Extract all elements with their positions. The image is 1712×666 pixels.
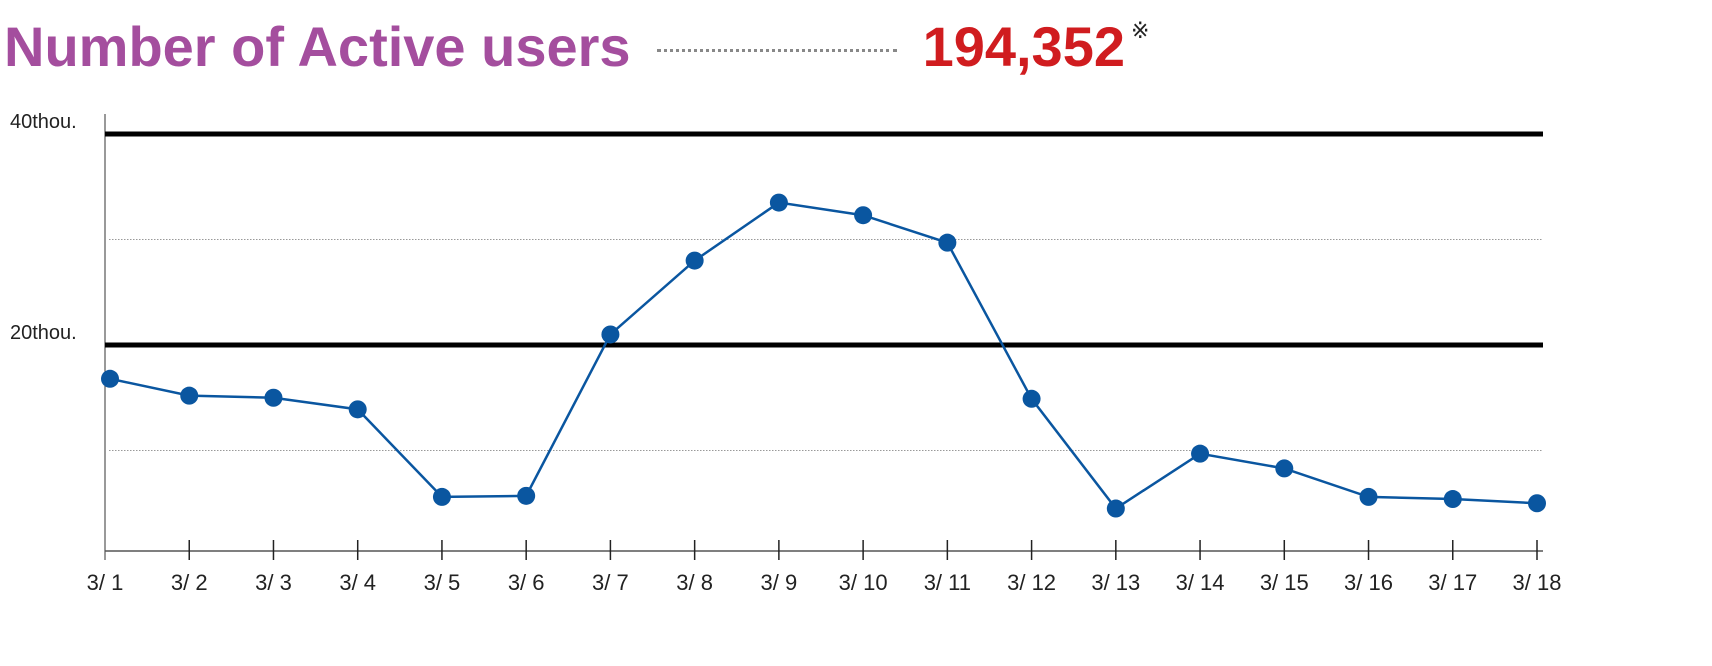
x-tick-label: 3/ 6 [508,570,545,595]
total-users-value: 194,352 [922,14,1125,78]
note-mark: ※ [1131,18,1150,43]
data-point [180,386,199,405]
series-line [109,201,1538,511]
x-tick-label: 3/ 18 [1513,570,1562,595]
y-tick-label: 20thou. [10,322,77,344]
header-row: Number of Active users 194,352 ※ [4,6,1149,86]
x-tick-label: 3/ 11 [924,570,971,595]
data-point [432,487,451,506]
data-point [1022,389,1041,408]
x-tick-label: 3/ 15 [1260,570,1309,595]
data-point [517,486,536,505]
data-point [1528,494,1546,513]
data-point [101,369,119,388]
x-tick-label: 3/ 2 [171,570,208,595]
data-point [854,206,873,225]
chart-title: Number of Active users [4,14,631,78]
x-tick-label: 3/ 3 [255,570,292,595]
x-tick-label: 3/ 4 [339,570,376,595]
x-tick-label: 3/ 12 [1007,570,1056,595]
data-point [938,233,957,252]
dotted-leader [656,48,897,52]
x-tick-label: 3/ 16 [1344,570,1393,595]
x-tick-label: 3/ 13 [1091,570,1140,595]
x-tick-label: 3/ 14 [1176,570,1225,595]
x-tick-label: 3/ 7 [592,570,629,595]
x-tick-label: 3/ 17 [1428,570,1477,595]
data-point [685,251,704,270]
data-point [264,388,283,407]
data-point [769,193,788,212]
x-tick-label: 3/ 1 [87,570,124,595]
data-point [348,400,367,419]
data-point [1191,444,1210,463]
x-tick-label: 3/ 9 [761,570,798,595]
x-tick-label: 3/ 5 [424,570,461,595]
data-point [1275,459,1294,478]
x-tick-label: 3/ 8 [676,570,713,595]
data-point [1443,490,1462,509]
data-point [1106,499,1125,518]
y-tick-label: 40thou. [10,111,77,133]
data-point [1359,487,1378,506]
data-point [601,325,620,344]
x-tick-label: 3/ 10 [839,570,888,595]
